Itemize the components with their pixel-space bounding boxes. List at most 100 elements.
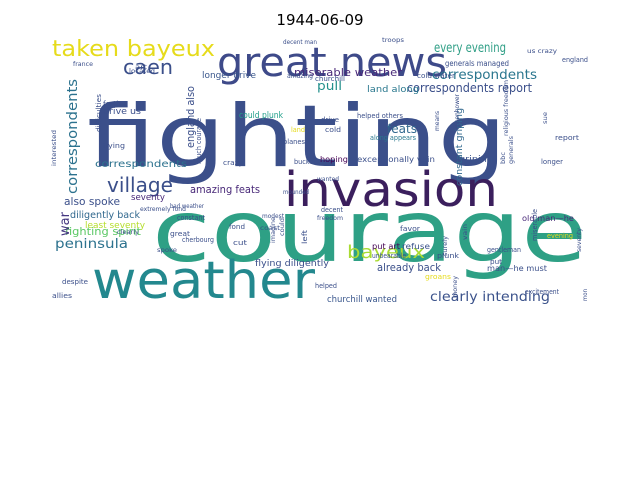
word-mon: mon <box>582 289 589 301</box>
word-flying: flying <box>103 142 125 150</box>
word-extremely-fond: extremely fond <box>140 206 186 213</box>
word-clearly: clearly <box>117 229 139 236</box>
word-seventy-small: seventy <box>576 228 583 252</box>
word-cherbourg: cherbourg <box>182 236 214 244</box>
word-refuse: refuse <box>402 242 430 251</box>
word-feats: feats <box>387 122 417 136</box>
word-longer: longer <box>541 158 563 166</box>
word-weather: weather <box>92 251 316 306</box>
word-already-back: already back <box>377 261 442 274</box>
word-helped-others: helped others <box>357 112 403 120</box>
word-modest: modest <box>262 213 285 220</box>
word-correspondents-report: correspondents report <box>407 81 532 95</box>
word-drive-us: drive us <box>103 107 141 117</box>
word-miserable-weather: miserable weather <box>294 66 402 79</box>
word-us-crazy: us crazy <box>527 48 558 55</box>
word-churchill: churchill <box>315 75 345 83</box>
word-helped: helped <box>315 282 337 290</box>
word-sue: sue <box>542 112 549 124</box>
word-drive: drive <box>321 116 339 124</box>
word-correspondents-small: correspondents <box>95 159 187 170</box>
word-plunk: plunk <box>437 252 460 260</box>
word-miserable: miserable <box>531 209 539 241</box>
word-great-news: great news <box>217 40 447 86</box>
word-located: located <box>129 68 155 75</box>
word-clearly-intending: clearly intending <box>430 290 550 305</box>
word-peninsula: peninsula <box>55 237 128 252</box>
word-religious-freedom: religious freedom <box>503 80 510 136</box>
word-griping: griping <box>459 155 493 165</box>
word-spoke: spoke <box>157 247 177 254</box>
word-favor: favor <box>400 225 420 233</box>
figure-title: 1944-06-09 <box>276 11 364 29</box>
word-crazy: crazy <box>223 159 243 167</box>
word-interested: interested <box>51 130 58 166</box>
word-cloud: fighting courage weather invasion great … <box>47 36 593 306</box>
word-vain: vain <box>462 224 469 240</box>
word-troops: troops <box>382 37 404 44</box>
word-bayeux: bayeux <box>347 242 425 263</box>
word-coast: coast <box>260 225 281 232</box>
word-could-plunk: could plunk <box>239 111 284 121</box>
word-churchill-wanted: churchill wanted <box>327 295 397 305</box>
word-old-man-he: old man—he <box>522 214 574 223</box>
word-every-evening: correspondents <box>432 68 537 83</box>
word-decent-man: decent man <box>283 39 317 46</box>
word-planes: planes <box>283 138 305 146</box>
word-evening: evening <box>547 232 573 240</box>
word-flying-diligently: flying diligently <box>255 259 330 269</box>
word-bucket: bucket <box>294 158 316 166</box>
word-constant-griping: constant griping <box>455 108 465 186</box>
word-wanted: wanted <box>317 176 339 183</box>
word-land-along: land along <box>367 85 419 95</box>
word-generals: generals <box>508 136 515 164</box>
word-along-appears: along appears <box>370 134 416 142</box>
word-also-spoke: also spoke <box>64 195 120 208</box>
word-allies: allies <box>52 292 72 300</box>
word-pull: pull <box>317 79 342 93</box>
word-taken-bayeux: taken bayeux <box>52 37 215 62</box>
word-unbearable: unbearable <box>372 252 406 260</box>
word-put: put <box>490 258 502 266</box>
word-cold: cold <box>325 126 341 134</box>
word-generals-managed: generals managed <box>445 59 509 68</box>
word-bad-weather: bad weather <box>170 203 204 210</box>
word-gentleman: gentleman <box>487 246 521 254</box>
word-france: france <box>73 61 93 68</box>
word-left: left <box>301 230 309 244</box>
word-eisenhower: eisenhower <box>454 93 461 128</box>
word-courage: courage <box>152 182 587 282</box>
word-surely: surely <box>442 236 449 256</box>
word-put-art: put art <box>372 242 400 251</box>
word-difficulties: difficulties <box>95 94 103 132</box>
word-constant: constant <box>177 214 205 222</box>
word-excitement: excitement <box>525 288 559 296</box>
word-land: land <box>291 126 305 134</box>
word-war: war <box>58 211 73 236</box>
word-decent: decent <box>321 206 343 214</box>
word-hoping: hoping <box>320 155 348 164</box>
word-money: money <box>452 276 459 298</box>
word-could: could <box>279 218 286 236</box>
word-fighting: fighting <box>87 87 507 187</box>
word-great: great <box>170 230 190 238</box>
word-village: village <box>107 173 173 197</box>
word-fighting-spirit: fighting spirit <box>65 225 142 238</box>
word-invasion: invasion <box>284 162 498 218</box>
word-freedom: freedom <box>317 215 343 222</box>
word-amazing-feats: amazing feats <box>190 183 260 196</box>
word-england: england <box>562 56 588 64</box>
word-seventy: seventy <box>131 193 166 203</box>
word-fond: fond <box>229 223 245 231</box>
word-means: means <box>434 111 441 131</box>
word-despite: despite <box>62 278 88 286</box>
word-imagine: imagine <box>270 217 277 243</box>
word-caen: caen <box>123 55 173 79</box>
word-intending: every evening <box>434 41 506 56</box>
word-man-he-must: man—he must <box>487 264 547 273</box>
word-amazing: amazing <box>287 72 313 80</box>
word-least-seventy: least seventy <box>85 221 146 231</box>
word-report: report <box>555 134 579 142</box>
word-cold-water: cold water <box>417 72 455 80</box>
word-exceptionally-vain: exceptionally vain <box>357 155 435 164</box>
